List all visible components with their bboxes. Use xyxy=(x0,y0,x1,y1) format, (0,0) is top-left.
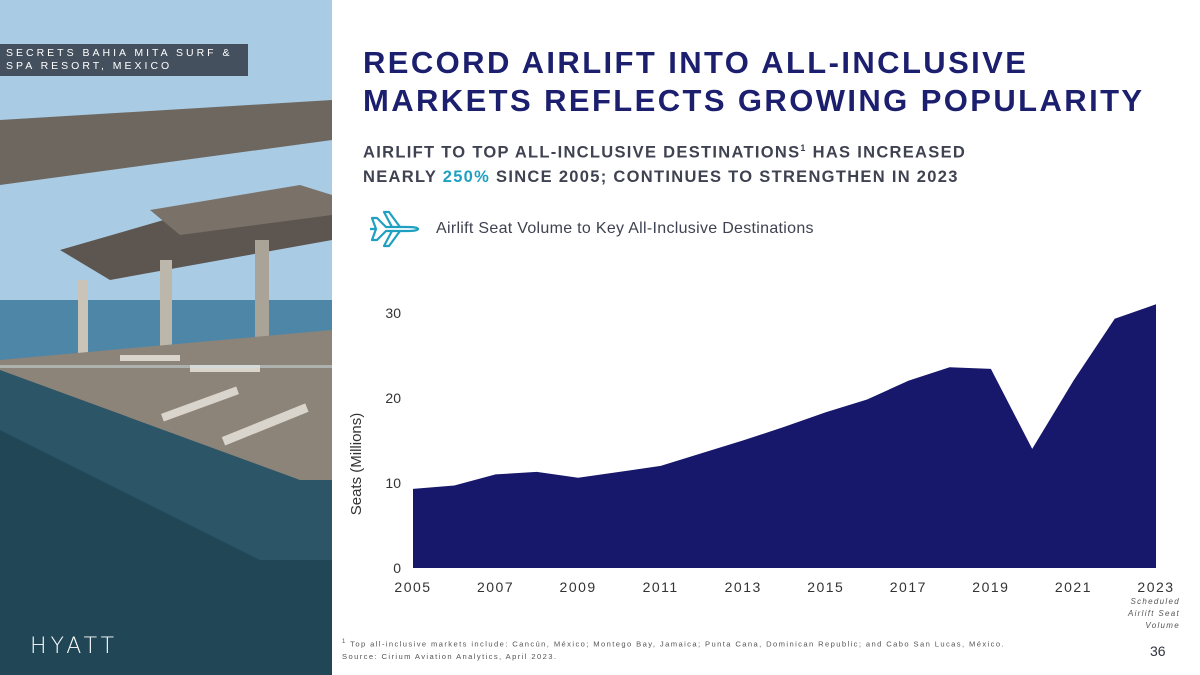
slide-title: RECORD AIRLIFT INTO ALL-INCLUSIVE MARKET… xyxy=(363,45,1145,118)
subtitle-highlight: 250% xyxy=(442,167,491,186)
x-tick-label: 2005 xyxy=(394,579,431,595)
hyatt-logo: HYATT xyxy=(30,634,119,659)
plane-icon xyxy=(370,210,420,248)
footnote-ref: 1 xyxy=(342,639,347,645)
area-chart: Seats (Millions) 0 10 20 30 2005 2007 2009 201… xyxy=(348,304,1174,595)
x-tick-label: 2023 xyxy=(1137,579,1174,595)
x-tick-label: 2017 xyxy=(890,579,927,595)
subtitle-line1-pre: AIRLIFT TO TOP ALL-INCLUSIVE DESTINATION… xyxy=(363,143,801,162)
footnote-source: Source: Cirium Aviation Analytics, April… xyxy=(342,651,558,661)
area-series xyxy=(413,304,1156,568)
x-tick-label: 2009 xyxy=(560,579,597,595)
x-axis-ticks: 2005 2007 2009 2011 2013 2015 2017 2019 2021 2023 xyxy=(394,579,1174,595)
y-tick-label: 30 xyxy=(385,305,401,321)
chart-title: Airlift Seat Volume to Key All-Inclusive… xyxy=(436,220,814,237)
x-tick-label: 2019 xyxy=(972,579,1009,595)
x-tick-label: 2011 xyxy=(643,579,679,595)
page-number: 36 xyxy=(1150,643,1166,659)
subtitle-footnote-ref: 1 xyxy=(800,143,807,153)
subtitle-line2-post: SINCE 2005; CONTINUES TO STRENGTHEN IN 2… xyxy=(490,167,959,186)
photo-caption-bar: SECRETS BAHIA MITA SURF & SPA RESORT, ME… xyxy=(0,44,248,76)
photo-caption: SECRETS BAHIA MITA SURF & SPA RESORT, ME… xyxy=(6,47,233,72)
x-tick-label: 2021 xyxy=(1055,579,1092,595)
x-tick-label: 2013 xyxy=(725,579,762,595)
slide-subtitle: AIRLIFT TO TOP ALL-INCLUSIVE DESTINATION… xyxy=(363,136,1163,189)
footnote: 1 Top all-inclusive markets include: Can… xyxy=(342,636,1142,663)
y-tick-label: 20 xyxy=(385,390,401,406)
subtitle-line1-post: HAS INCREASED xyxy=(806,143,967,162)
resort-photo-illustration xyxy=(0,0,332,675)
y-tick-label: 0 xyxy=(393,560,401,576)
y-tick-label: 10 xyxy=(385,475,401,491)
y-axis-ticks: 0 10 20 30 xyxy=(385,305,401,576)
x-tick-label: 2007 xyxy=(477,579,514,595)
chart-annotation: Scheduled Airlift Seat Volume xyxy=(1127,597,1180,630)
footnote-line1: Top all-inclusive markets include: Cancú… xyxy=(346,639,1005,649)
y-axis-label: Seats (Millions) xyxy=(348,413,365,516)
subtitle-line2-pre: NEARLY xyxy=(363,167,443,186)
x-tick-label: 2015 xyxy=(807,579,844,595)
resort-photo: SECRETS BAHIA MITA SURF & SPA RESORT, ME… xyxy=(0,0,332,675)
